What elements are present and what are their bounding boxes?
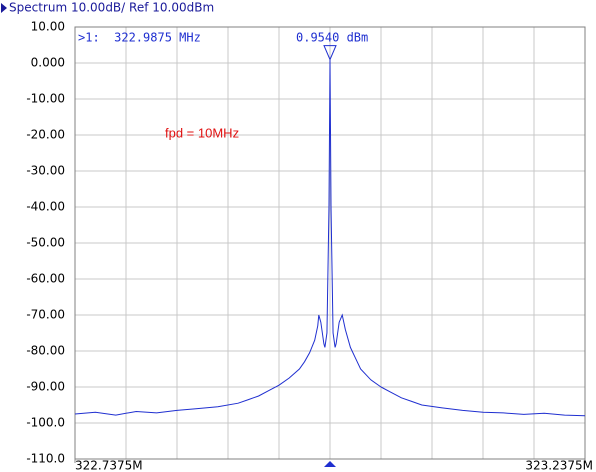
y-tick-label: -10.00 — [26, 92, 65, 106]
marker-readout: >1: 322.9875 MHz — [78, 31, 201, 45]
marker-value: 0.9540 dBm — [296, 31, 368, 45]
y-tick-label: -30.00 — [26, 164, 65, 178]
chart-title: Spectrum 10.00dB/ Ref 10.00dBm — [9, 1, 214, 15]
marker-symbol — [323, 45, 337, 61]
title-icon — [1, 3, 7, 13]
plot-border — [74, 26, 586, 460]
y-tick-label: 10.00 — [31, 20, 65, 34]
y-tick-label: -50.00 — [26, 236, 65, 250]
y-tick-label: -110.0 — [26, 452, 65, 466]
y-tick-label: -20.00 — [26, 128, 65, 142]
y-tick-label: -70.00 — [26, 308, 65, 322]
x-tick-label: 323.2375M — [525, 459, 593, 472]
y-tick-label: -40.00 — [26, 200, 65, 214]
center-indicator — [324, 461, 336, 467]
annotation: fpd = 10MHz — [165, 125, 239, 140]
y-tick-label: 0.000 — [31, 56, 65, 70]
y-tick-label: -90.00 — [26, 380, 65, 394]
x-tick-label: 322.7375M — [75, 459, 143, 472]
y-tick-label: -60.00 — [26, 272, 65, 286]
y-tick-label: -80.00 — [26, 344, 65, 358]
y-tick-label: -100.0 — [26, 416, 65, 430]
trace — [74, 59, 586, 417]
